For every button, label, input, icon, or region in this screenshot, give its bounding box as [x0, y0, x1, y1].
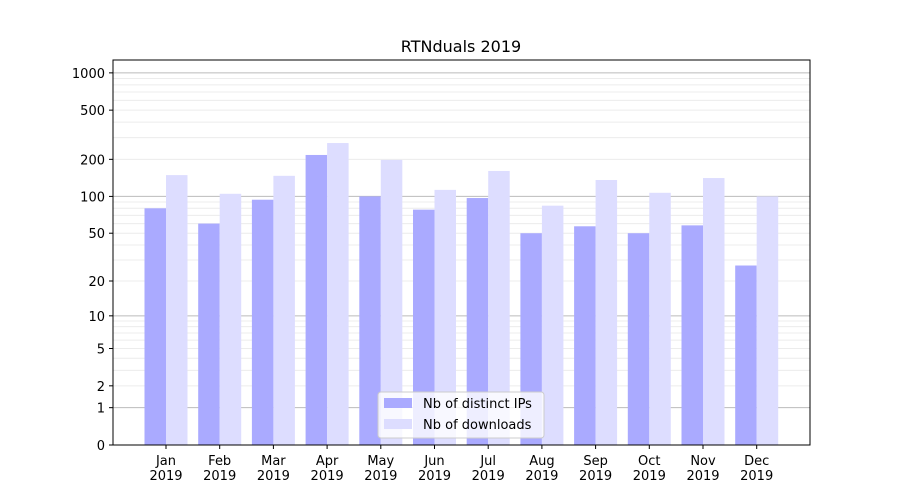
bar-downloads [434, 189, 456, 445]
bar-downloads [649, 192, 671, 445]
bar-distinct-ips [627, 233, 650, 445]
x-tick-label: Sep 2019 [579, 454, 612, 484]
y-axis: 0 1 2 5 10 20 50 100 200 500 1000 [72, 67, 113, 454]
x-tick-label: Aug 2019 [525, 454, 558, 484]
bar-downloads [380, 159, 403, 445]
x-tick-label: Oct 2019 [633, 454, 666, 484]
x-tick-label: Jan 2019 [149, 454, 182, 484]
x-tick-label: Feb 2019 [203, 454, 236, 484]
bar-distinct-ips [198, 223, 220, 445]
bar-downloads [166, 175, 188, 445]
bar-distinct-ips [144, 208, 166, 445]
bar-distinct-ips [735, 265, 757, 445]
bar-distinct-ips [305, 154, 328, 445]
x-tick-label: Apr 2019 [311, 454, 344, 484]
bar-distinct-ips [359, 196, 381, 445]
x-tick-label: Nov 2019 [686, 454, 719, 484]
y-tick-label: 20 [88, 275, 105, 290]
x-axis: Jan 2019 Feb 2019 Mar 2019 Apr 2019 May 2019 Jun 20… [149, 445, 773, 484]
y-tick-label: 0 [97, 439, 105, 454]
legend-label-downloads: Nb of downloads [423, 418, 532, 433]
legend-frame [377, 391, 545, 439]
legend-swatch-ips [384, 398, 412, 408]
y-tick-label: 5 [97, 342, 105, 357]
bar-distinct-ips [251, 199, 274, 445]
y-tick-label: 200 [80, 153, 105, 168]
y-tick-label: 2 [97, 380, 105, 395]
x-tick-label: Dec 2019 [740, 454, 773, 484]
bar-downloads [327, 143, 349, 445]
x-tick-label: Mar 2019 [257, 454, 290, 484]
bar-distinct-ips [681, 225, 703, 445]
chart-title: RTNduals 2019 [401, 37, 521, 56]
bar-downloads [595, 179, 618, 445]
legend: Nb of distinct IPs Nb of downloads [377, 391, 545, 439]
x-tick-label: Jun 2019 [418, 454, 451, 484]
bar-distinct-ips [466, 198, 489, 445]
bars [144, 143, 779, 446]
bar-downloads [488, 170, 510, 445]
bar-downloads [703, 178, 725, 446]
y-tick-label: 100 [80, 190, 105, 205]
bar-downloads [219, 193, 242, 445]
y-tick-label: 1 [97, 402, 105, 417]
y-tick-label: 50 [88, 227, 105, 242]
legend-label-ips: Nb of distinct IPs [423, 397, 532, 412]
bar-downloads [756, 196, 779, 445]
legend-swatch-downloads [384, 419, 412, 429]
bar-downloads [273, 175, 295, 445]
bar-distinct-ips [574, 226, 596, 445]
plot-frame [112, 59, 811, 446]
x-tick-label: May 2019 [364, 454, 397, 484]
y-tick-label: 10 [88, 310, 105, 325]
bar-distinct-ips [413, 209, 435, 445]
y-tick-label: 500 [80, 104, 105, 119]
bar-downloads [541, 205, 564, 445]
x-tick-label: Jul 2019 [472, 454, 505, 484]
y-tick-label: 1000 [72, 67, 105, 82]
